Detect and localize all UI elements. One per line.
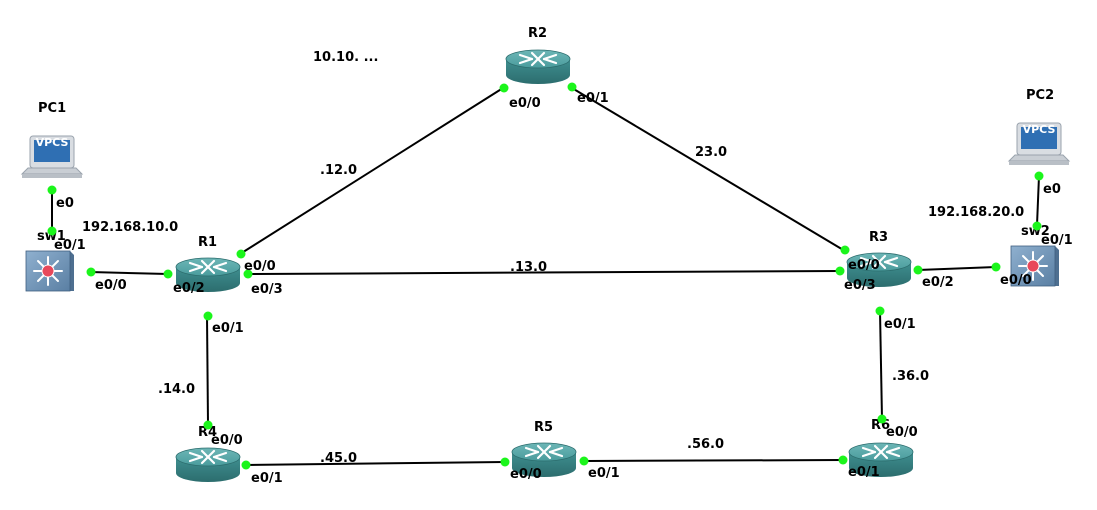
link-pc2-sw2[interactable] [1036, 175, 1040, 226]
router-r2[interactable]: R2 [504, 26, 572, 86]
pc-pc1[interactable]: VPCS PC1 [21, 101, 83, 179]
network-label-lan2: 192.168.20.0 [928, 205, 1024, 220]
link-dot [840, 245, 850, 255]
network-labels: 10.10. ... .12.0 23.0 .13.0 .14.0 .45.0 … [82, 50, 1024, 466]
port-label: e0/1 [577, 91, 609, 106]
switch-sw2-label: sw2 [1021, 224, 1050, 239]
link-dot [86, 267, 96, 277]
link-sw1-r1[interactable] [89, 271, 169, 275]
port-label: e0/1 [588, 466, 620, 481]
port-label: e0/1 [848, 465, 880, 480]
link-dot [47, 226, 57, 236]
pc-pc2[interactable]: VPCS PC2 [1008, 88, 1070, 166]
port-label: e0/1 [1041, 233, 1073, 248]
link-dot [241, 460, 251, 470]
link-dot [499, 83, 509, 93]
link-dot [877, 414, 887, 424]
link-r3-sw2[interactable] [917, 266, 997, 271]
port-label: e0 [56, 196, 74, 211]
switch-sw2[interactable]: sw2 [1010, 224, 1060, 287]
port-label: e0/0 [244, 259, 276, 274]
link-dot [567, 82, 577, 92]
router-r3-label: R3 [869, 230, 888, 245]
link-r2-r3[interactable] [571, 87, 846, 252]
router-r1[interactable]: R1 [174, 235, 242, 294]
link-dot [163, 269, 173, 279]
links [51, 87, 1040, 466]
pc-pc2-label: PC2 [1026, 88, 1054, 103]
port-labels: e0 e0/1 e0/0 e0/2 e0/0 e0/3 e0/1 e0/0 e0… [54, 91, 1073, 486]
link-dots [47, 82, 1044, 470]
port-label: e0/0 [510, 467, 542, 482]
network-label-r1-r3: .13.0 [510, 260, 547, 275]
port-label: e0/0 [509, 96, 541, 111]
port-label: e0/1 [884, 317, 916, 332]
router-r5-label: R5 [534, 420, 553, 435]
link-dot [991, 262, 1001, 272]
port-label: e0/0 [95, 278, 127, 293]
link-dot [1032, 221, 1042, 231]
link-dot [875, 306, 885, 316]
link-dot [500, 457, 510, 467]
port-label: e0/2 [922, 275, 954, 290]
pc1-screen-text: VPCS [36, 136, 69, 149]
router-icon[interactable] [174, 446, 242, 484]
switch-icon[interactable] [25, 250, 75, 292]
port-label: e0/0 [848, 258, 880, 273]
network-label-r1-r2: .12.0 [320, 163, 357, 178]
pc-pc1-label: PC1 [38, 101, 66, 116]
network-label-r3-r6: .36.0 [892, 369, 929, 384]
port-label: e0/3 [844, 278, 876, 293]
router-icon[interactable] [504, 48, 572, 86]
port-label: e0/3 [251, 282, 283, 297]
router-r5[interactable]: R5 [510, 420, 578, 479]
port-label: e0/0 [886, 425, 918, 440]
link-r3-r6[interactable] [879, 310, 883, 420]
network-label-lan1: 192.168.10.0 [82, 220, 178, 235]
link-dot [1034, 171, 1044, 181]
link-r4-r5[interactable] [245, 461, 506, 466]
pc2-screen-text: VPCS [1023, 123, 1056, 136]
link-dot [236, 249, 246, 259]
link-dot [835, 266, 845, 276]
link-dot [243, 269, 253, 279]
link-dot [203, 420, 213, 430]
link-dot [913, 265, 923, 275]
port-label: e0 [1043, 182, 1061, 197]
link-dot [579, 456, 589, 466]
link-r1-r3[interactable] [247, 270, 841, 275]
link-dot [47, 185, 57, 195]
network-label-r1-r4: .14.0 [158, 382, 195, 397]
router-r4-label: R4 [198, 425, 217, 440]
router-r4[interactable]: R4 [174, 425, 242, 484]
switch-sw1-label: sw1 [37, 229, 66, 244]
port-label: e0/1 [54, 238, 86, 253]
port-label: e0/1 [251, 471, 283, 486]
router-r1-label: R1 [198, 235, 217, 250]
network-label-r2-r3: 23.0 [695, 145, 727, 160]
link-r1-r4[interactable] [206, 315, 209, 425]
link-dot [838, 455, 848, 465]
link-dot [203, 311, 213, 321]
network-label-r5-r6: .56.0 [687, 437, 724, 452]
port-label: e0/2 [173, 281, 205, 296]
port-label: e0/0 [1000, 273, 1032, 288]
switch-sw1[interactable]: sw1 [25, 229, 75, 292]
network-label-r4-r5: .45.0 [320, 451, 357, 466]
port-label: e0/0 [211, 433, 243, 448]
network-label-top: 10.10. ... [313, 50, 378, 65]
link-r1-r2[interactable] [239, 87, 504, 255]
router-r3[interactable]: R3 [845, 230, 913, 289]
router-r2-label: R2 [528, 26, 547, 41]
port-label: e0/1 [212, 321, 244, 336]
link-r5-r6[interactable] [583, 459, 844, 462]
